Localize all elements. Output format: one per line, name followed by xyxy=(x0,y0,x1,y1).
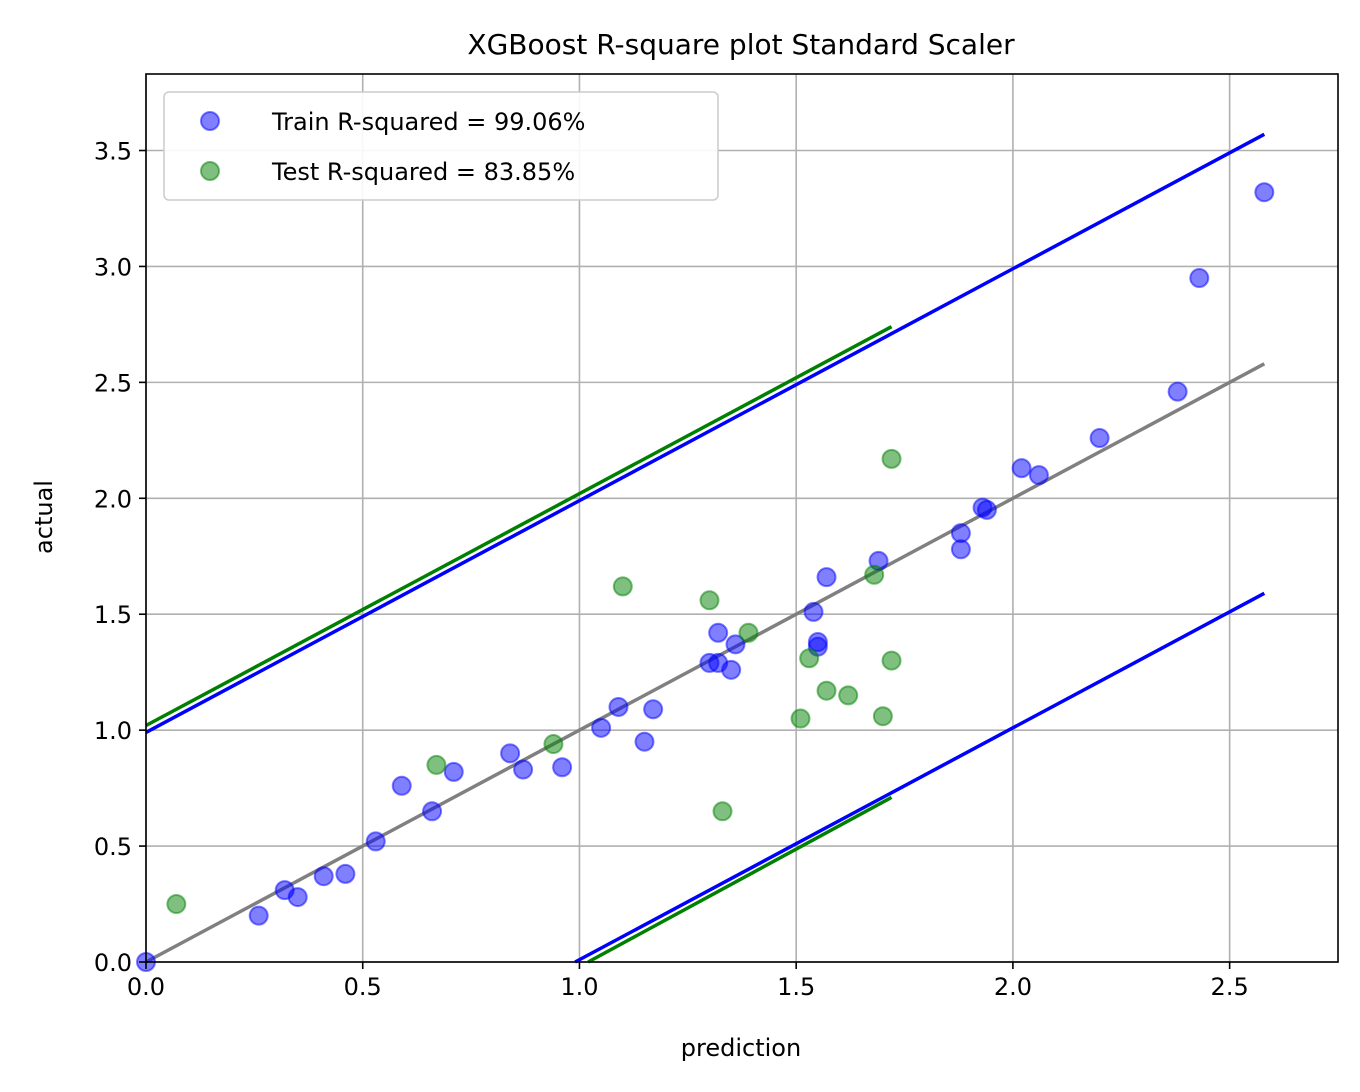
train-point xyxy=(725,634,746,655)
x-tick-label: 2.5 xyxy=(1211,973,1249,1001)
train-point xyxy=(643,699,664,720)
x-tick-label: 0.0 xyxy=(127,973,165,1001)
y-tick-label: 0.5 xyxy=(94,833,132,861)
test-point xyxy=(738,622,759,643)
legend-box xyxy=(163,91,719,201)
x-tick-label: 2.0 xyxy=(994,973,1032,1001)
train-point xyxy=(1028,465,1049,486)
train-point xyxy=(365,831,386,852)
train-point xyxy=(708,622,729,643)
axis-ticks: 0.0 0.5 1.0 1.5 2.0 2.5 0.0 0.5 1.0 1.5 2.0 2.5 3.0 3… xyxy=(94,138,1249,1001)
test-point xyxy=(790,708,811,729)
x-tick-label: 1.5 xyxy=(777,973,815,1001)
test-point xyxy=(612,576,633,597)
y-tick-label: 1.0 xyxy=(94,717,132,745)
test-point xyxy=(872,706,893,727)
test-point xyxy=(799,648,820,669)
train-point xyxy=(976,499,997,520)
test-point xyxy=(881,650,902,671)
y-tick-label: 3.0 xyxy=(94,253,132,281)
test-point xyxy=(166,894,187,915)
train-point xyxy=(634,731,655,752)
train-point xyxy=(721,659,742,680)
reference-lines xyxy=(145,132,1266,964)
train-point xyxy=(1189,268,1210,289)
test-point xyxy=(881,448,902,469)
reference-line xyxy=(587,795,893,964)
train-point xyxy=(287,887,308,908)
train-point xyxy=(1254,182,1275,203)
train-point xyxy=(816,567,837,588)
train-point xyxy=(1011,458,1032,479)
train-point xyxy=(552,757,573,778)
test-point xyxy=(864,564,885,585)
y-tick-label: 0.0 xyxy=(94,949,132,977)
train-point xyxy=(803,601,824,622)
reference-line xyxy=(574,591,1266,964)
test-point xyxy=(426,754,447,775)
legend-marker-train xyxy=(200,111,220,131)
train-point xyxy=(443,761,464,782)
legend-label-train: Train R-squared = 99.06% xyxy=(271,108,585,136)
x-tick-label: 1.0 xyxy=(560,973,598,1001)
train-point xyxy=(248,905,269,926)
train-point xyxy=(1089,428,1110,449)
train-point xyxy=(500,743,521,764)
x-axis-label: prediction xyxy=(681,1034,801,1062)
data-points xyxy=(136,182,1275,972)
plot-frame xyxy=(145,73,1339,963)
y-tick-label: 2.0 xyxy=(94,485,132,513)
train-point xyxy=(1167,381,1188,402)
train-point xyxy=(950,523,971,544)
test-point xyxy=(838,685,859,706)
train-point xyxy=(608,696,629,717)
legend-marker-test xyxy=(200,161,220,181)
grid-lines xyxy=(145,74,1338,963)
test-point xyxy=(816,680,837,701)
y-axis-label: actual xyxy=(30,480,58,554)
train-point xyxy=(391,775,412,796)
y-tick-label: 3.5 xyxy=(94,138,132,166)
y-tick-label: 1.5 xyxy=(94,601,132,629)
legend-label-test: Test R-squared = 83.85% xyxy=(271,158,575,186)
legend: Train R-squared = 99.06% Test R-squared … xyxy=(163,91,719,201)
x-tick-label: 0.5 xyxy=(344,973,382,1001)
train-point xyxy=(513,759,534,780)
reference-line xyxy=(145,132,1266,735)
chart-title: XGBoost R-square plot Standard Scaler xyxy=(467,28,1015,61)
train-point xyxy=(335,863,356,884)
test-point xyxy=(712,801,733,822)
y-tick-label: 2.5 xyxy=(94,369,132,397)
test-point xyxy=(699,590,720,611)
test-point xyxy=(543,734,564,755)
train-point xyxy=(591,717,612,738)
train-point xyxy=(422,801,443,822)
train-point xyxy=(313,866,334,887)
reference-line xyxy=(145,325,893,728)
